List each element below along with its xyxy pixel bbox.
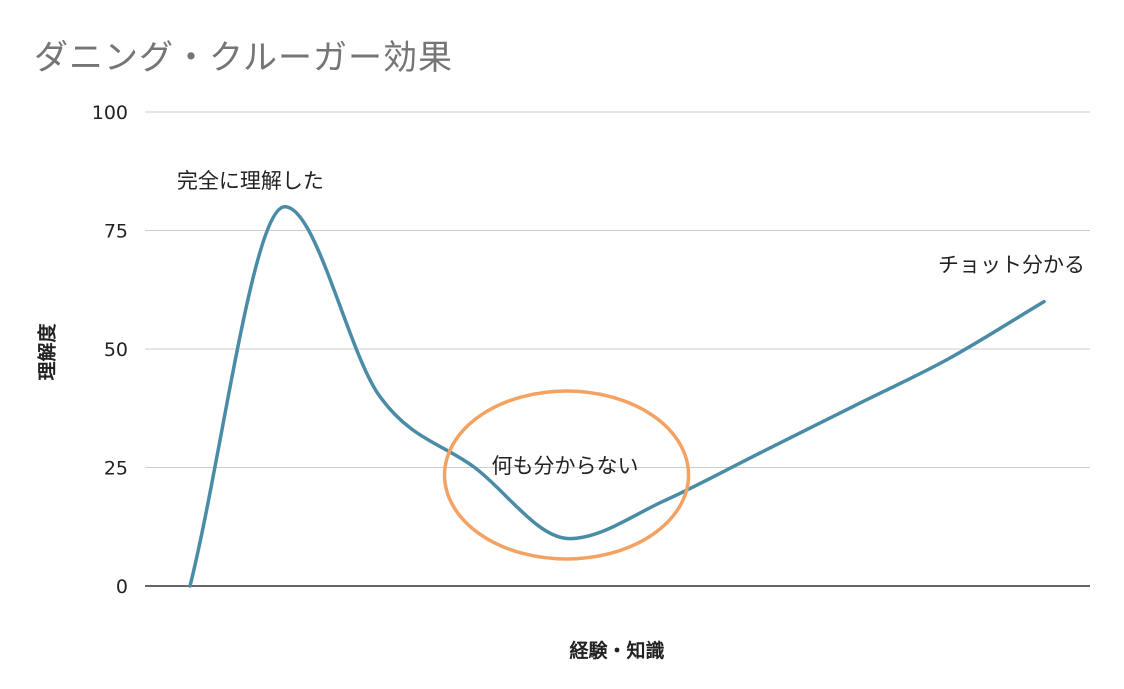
annotation-label: 何も分からない: [492, 454, 639, 478]
gridlines: [145, 111, 1090, 587]
y-tick-label: 75: [104, 221, 128, 243]
highlight-group: [442, 389, 691, 561]
series-line: [188, 205, 1046, 588]
y-tick-label: 25: [104, 458, 128, 480]
highlight-ellipse: [442, 389, 691, 561]
chart-title: ダニング・クルーガー効果: [34, 38, 453, 78]
annotation-label: チョット分かる: [938, 253, 1085, 277]
annotation-label: 完全に理解した: [177, 169, 324, 193]
series-group: [188, 205, 1046, 588]
y-tick-label: 50: [104, 339, 128, 361]
x-axis-label: 経験・知識: [569, 640, 665, 662]
y-tick-label: 0: [116, 576, 128, 598]
y-tick-labels: 0 25 50 75 100: [92, 102, 128, 598]
y-tick-label: 100: [92, 102, 128, 124]
